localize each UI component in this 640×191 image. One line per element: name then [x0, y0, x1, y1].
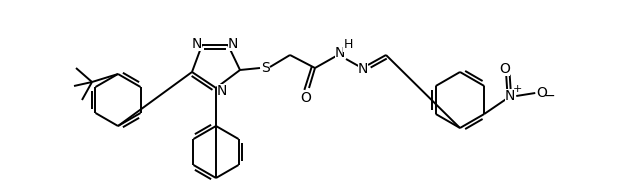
Text: N: N [217, 84, 227, 98]
Text: N: N [228, 37, 238, 51]
Text: −: − [543, 89, 555, 103]
Text: O: O [499, 62, 509, 76]
Text: N: N [192, 37, 202, 51]
Text: N: N [358, 62, 368, 76]
Text: S: S [260, 61, 269, 75]
Text: O: O [301, 91, 312, 105]
Text: +: + [513, 84, 522, 94]
Text: N: N [505, 89, 515, 103]
Text: N: N [335, 46, 345, 60]
Text: O: O [536, 86, 547, 100]
Text: H: H [343, 39, 353, 52]
